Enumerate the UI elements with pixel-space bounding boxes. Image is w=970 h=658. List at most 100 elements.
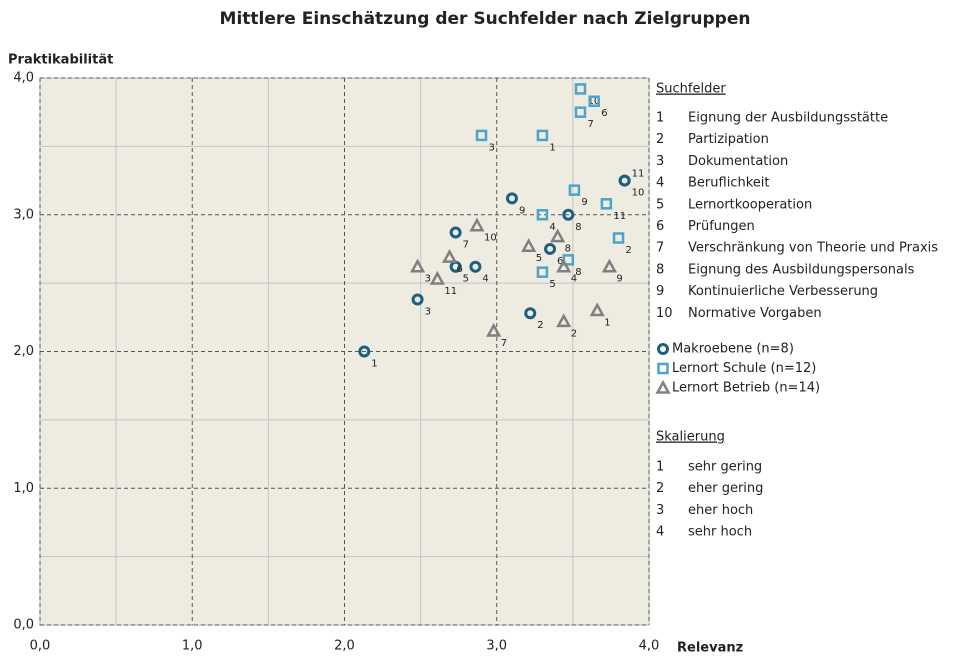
legend-label: Lernort Betrieb (n=14) xyxy=(672,381,820,396)
point-label: 9 xyxy=(519,205,525,216)
legend-text: sehr gering xyxy=(688,460,762,475)
legend-marker xyxy=(657,343,669,355)
legend-number: 10 xyxy=(656,306,673,321)
legend-number: 5 xyxy=(656,197,664,212)
point xyxy=(505,192,518,205)
point xyxy=(524,307,537,320)
point-label: 9 xyxy=(616,274,622,285)
point-label: 5 xyxy=(463,274,469,285)
point xyxy=(544,242,557,255)
x-tick-label: 4,0 xyxy=(639,639,660,654)
point-label: 1 xyxy=(371,359,377,370)
legend-number: 3 xyxy=(656,154,664,169)
legend-number: 6 xyxy=(656,219,664,234)
point xyxy=(486,322,502,337)
point xyxy=(536,266,549,278)
x-tick-label: 0,0 xyxy=(30,639,51,654)
legend-number: 2 xyxy=(656,481,664,496)
legend-number: 4 xyxy=(656,176,664,191)
legend-number: 7 xyxy=(656,241,664,256)
point-label: 10 xyxy=(587,96,600,107)
point-label: 4 xyxy=(549,222,555,233)
point-label: 6 xyxy=(457,264,463,275)
x-tick-label: 3,0 xyxy=(486,639,507,654)
legend-marker xyxy=(655,379,671,394)
point-label: 5 xyxy=(536,253,542,264)
point xyxy=(601,258,618,273)
legend-marker xyxy=(657,362,669,375)
point xyxy=(562,208,575,221)
legend-text: Prüfungen xyxy=(688,219,755,234)
legend-number: 2 xyxy=(656,132,664,147)
point xyxy=(521,238,537,252)
point-label: 3 xyxy=(489,142,495,153)
legend-number: 4 xyxy=(656,525,664,540)
point xyxy=(536,129,549,142)
point-label: 8 xyxy=(575,222,581,233)
legend-text: eher gering xyxy=(688,481,763,496)
point xyxy=(550,228,566,243)
point xyxy=(618,174,631,187)
legend-text: sehr hoch xyxy=(688,525,752,540)
point xyxy=(612,232,625,244)
point-label: 2 xyxy=(626,245,632,256)
point-label: 7 xyxy=(501,338,507,349)
point-label: 8 xyxy=(575,267,581,278)
legend-number: 3 xyxy=(656,503,664,518)
point xyxy=(556,258,572,273)
y-tick-label: 2,0 xyxy=(13,344,34,359)
point xyxy=(589,302,605,317)
point xyxy=(411,293,424,306)
legend-label: Makroebene (n=8) xyxy=(672,342,794,357)
legend-text: Kontinuierliche Verbesserung xyxy=(688,284,878,299)
point-label: 4 xyxy=(482,274,488,285)
point xyxy=(536,209,549,221)
legend-text: Dokumentation xyxy=(688,154,788,169)
point xyxy=(441,249,458,263)
point xyxy=(556,313,572,328)
point-label: 11 xyxy=(444,286,457,297)
point xyxy=(429,270,445,285)
x-axis-title: Relevanz xyxy=(677,641,743,656)
point-label: 11 xyxy=(632,169,645,180)
point xyxy=(469,260,482,273)
point-label: 10 xyxy=(632,188,645,199)
legend-text: Eignung des Ausbildungspersonals xyxy=(688,262,915,277)
legend-number: 1 xyxy=(656,460,664,475)
legend-text: eher hoch xyxy=(688,503,753,518)
point xyxy=(574,83,587,95)
legend-text: Lernortkooperation xyxy=(688,197,812,212)
point xyxy=(568,184,581,196)
point-label: 3 xyxy=(425,274,431,285)
legend-text: Eignung der Ausbildungsstätte xyxy=(688,111,888,126)
legend-label: Lernort Schule (n=12) xyxy=(672,361,816,376)
point-label: 8 xyxy=(565,244,571,255)
chart-title: Mittlere Einschätzung der Suchfelder nac… xyxy=(220,9,751,29)
point-label: 5 xyxy=(549,279,555,290)
point-label: 10 xyxy=(484,233,497,244)
legend-text: Partizipation xyxy=(688,132,769,147)
legend-text: Verschränkung von Theorie und Praxis xyxy=(688,241,938,256)
legend-number: 8 xyxy=(656,262,664,277)
legend-text: Normative Vorgaben xyxy=(688,306,822,321)
point xyxy=(409,258,426,273)
legend-text: Beruflichkeit xyxy=(688,176,769,191)
point-label: 9 xyxy=(581,197,587,208)
point xyxy=(469,217,485,232)
legend-title: Suchfelder xyxy=(656,82,726,97)
legend-number: 9 xyxy=(656,284,664,299)
point xyxy=(588,95,600,107)
point-label: 2 xyxy=(571,328,577,339)
y-tick-label: 1,0 xyxy=(13,481,34,496)
legend-number: 1 xyxy=(656,111,664,126)
point xyxy=(449,226,462,239)
point xyxy=(475,129,488,142)
point-label: 3 xyxy=(425,307,431,318)
point xyxy=(358,345,371,358)
point-label: 11 xyxy=(613,211,626,222)
point-label: 1 xyxy=(604,317,610,328)
y-axis-title: Praktikabilität xyxy=(8,53,113,68)
point-label: 2 xyxy=(537,320,543,331)
point-label: 7 xyxy=(463,240,469,251)
